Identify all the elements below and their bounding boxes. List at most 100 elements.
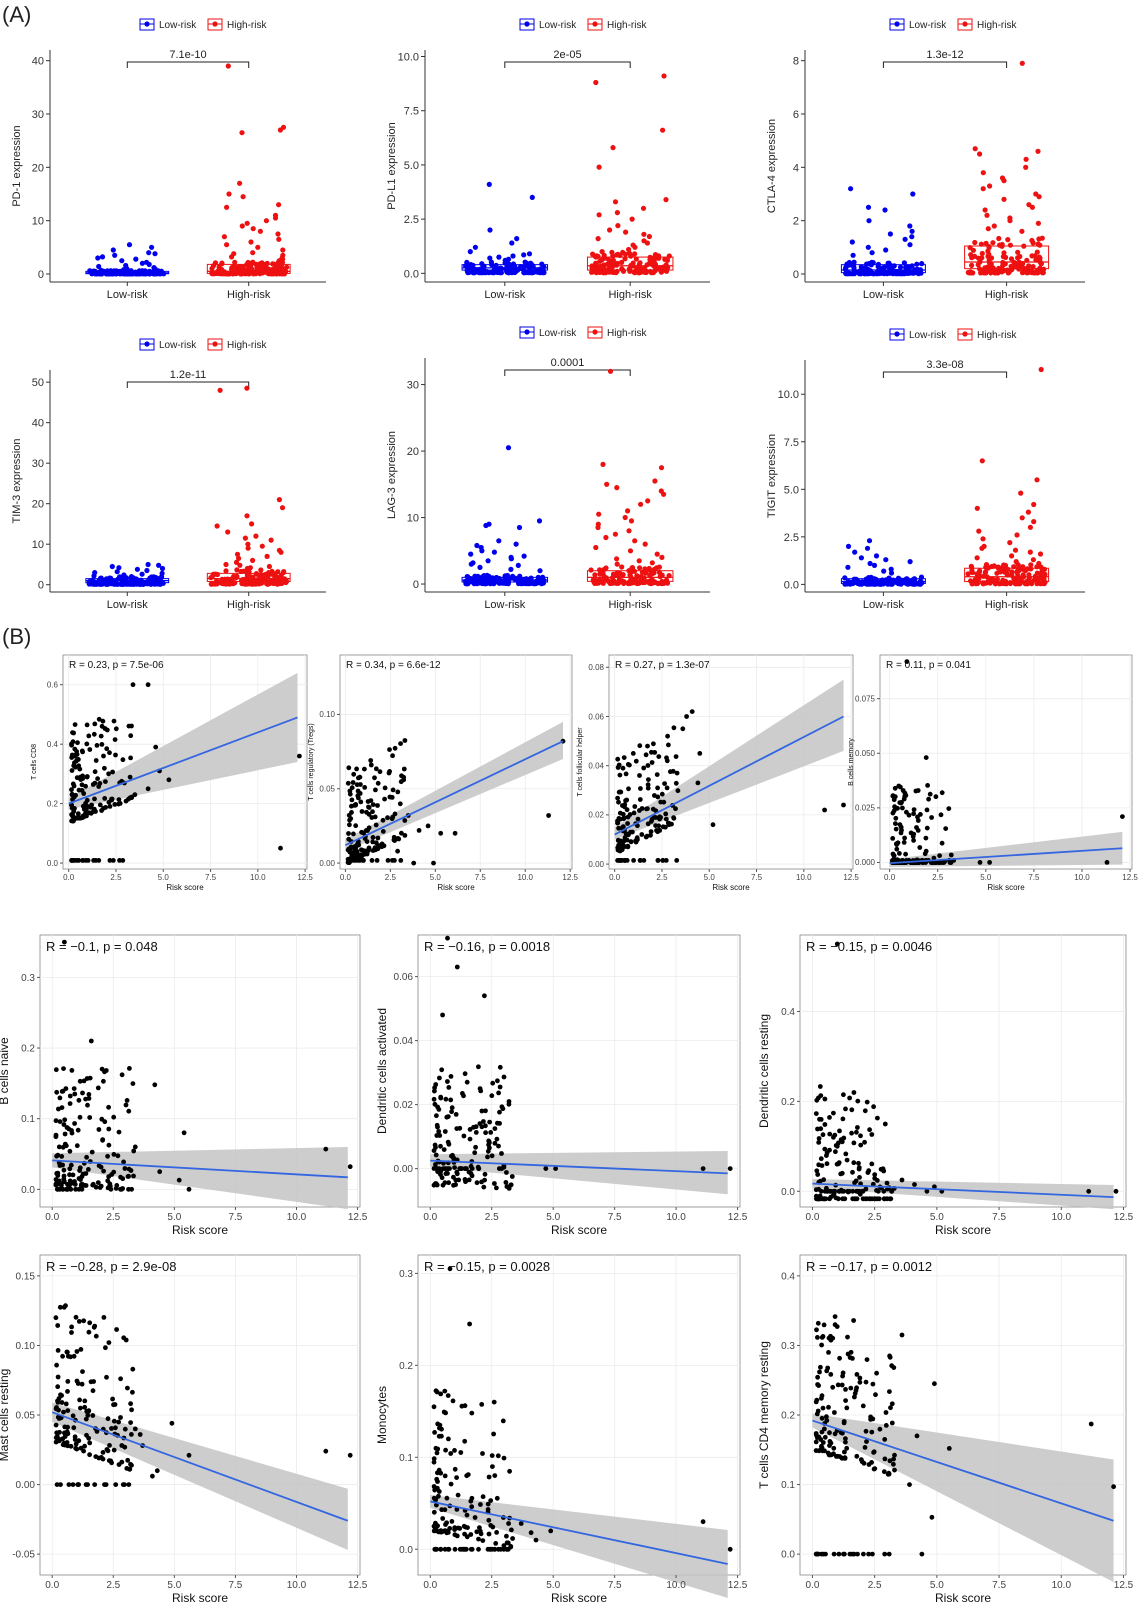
data-point bbox=[78, 1177, 83, 1182]
data-point bbox=[104, 1447, 110, 1452]
data-point bbox=[870, 1416, 876, 1422]
data-point bbox=[655, 794, 661, 800]
x-axis-label: Risk score bbox=[987, 883, 1025, 892]
y-tick-label: 0.10 bbox=[16, 1341, 36, 1352]
data-point bbox=[181, 1130, 187, 1136]
data-point bbox=[497, 1064, 503, 1070]
data-point bbox=[838, 1187, 844, 1193]
data-point bbox=[986, 251, 992, 257]
data-point bbox=[461, 1133, 467, 1139]
data-point bbox=[443, 1410, 448, 1416]
outlier-point bbox=[515, 562, 521, 569]
data-point bbox=[126, 1173, 131, 1179]
data-point bbox=[65, 1379, 71, 1384]
data-point bbox=[123, 1102, 129, 1108]
data-point bbox=[69, 1068, 75, 1073]
y-tick-label: 10 bbox=[407, 513, 419, 525]
data-point bbox=[519, 580, 525, 586]
data-point bbox=[494, 1495, 500, 1501]
outlier-point bbox=[236, 555, 242, 562]
outlier-point bbox=[229, 254, 235, 260]
data-point bbox=[1009, 569, 1015, 575]
outlier-point bbox=[663, 197, 669, 203]
data-point bbox=[814, 1551, 820, 1557]
data-point bbox=[368, 798, 374, 803]
outlier-point bbox=[604, 481, 610, 487]
data-point bbox=[979, 255, 985, 261]
data-point bbox=[815, 1172, 821, 1177]
data-point bbox=[432, 1085, 437, 1091]
outlier-point bbox=[477, 564, 483, 571]
outlier-point bbox=[264, 553, 270, 560]
data-point bbox=[124, 1466, 130, 1471]
data-point bbox=[464, 1473, 470, 1479]
data-point bbox=[53, 1067, 59, 1073]
data-point bbox=[373, 766, 379, 772]
data-point bbox=[853, 1388, 859, 1393]
data-point bbox=[602, 255, 608, 261]
x-tick-label: 12.5 bbox=[348, 1212, 368, 1223]
data-point bbox=[128, 1420, 134, 1425]
outlier-point bbox=[1030, 557, 1036, 563]
data-point bbox=[69, 768, 75, 773]
confidence-band bbox=[614, 679, 844, 840]
data-point bbox=[463, 1179, 468, 1185]
data-point bbox=[906, 265, 913, 271]
data-point bbox=[432, 1546, 438, 1552]
data-point bbox=[601, 270, 607, 276]
data-point bbox=[845, 1189, 851, 1195]
data-point bbox=[82, 1398, 88, 1404]
box-high-risk bbox=[206, 263, 291, 274]
outlier-point bbox=[257, 228, 263, 234]
data-point bbox=[813, 1431, 819, 1436]
boxplot-chart-1: Low-risk High-risk0.02.55.07.510.0Low-ris… bbox=[386, 18, 710, 301]
data-point bbox=[453, 1112, 459, 1117]
data-point bbox=[84, 813, 89, 819]
legend-key-point bbox=[962, 21, 968, 27]
data-point bbox=[539, 261, 545, 267]
outlier-point bbox=[612, 531, 619, 537]
regression-line bbox=[889, 847, 1123, 865]
data-point bbox=[93, 581, 99, 587]
data-point bbox=[56, 1106, 61, 1112]
data-point bbox=[1041, 266, 1047, 272]
x-tick-label: 7.5 bbox=[475, 873, 487, 882]
data-point bbox=[1028, 566, 1034, 572]
outlier-point bbox=[122, 574, 128, 581]
outlier-point bbox=[217, 387, 223, 393]
data-point bbox=[122, 1444, 128, 1450]
outlier-point bbox=[645, 498, 651, 504]
data-point bbox=[53, 1118, 59, 1124]
data-point bbox=[75, 1127, 81, 1133]
data-point bbox=[76, 1319, 82, 1324]
points bbox=[813, 1314, 1116, 1557]
legend-label: Low-risk bbox=[159, 20, 197, 31]
outlier-point bbox=[612, 199, 619, 205]
data-point bbox=[869, 1460, 874, 1465]
outlier-point bbox=[277, 127, 283, 133]
data-point bbox=[654, 772, 660, 777]
data-point bbox=[820, 1405, 826, 1411]
data-point bbox=[924, 1188, 930, 1194]
data-point bbox=[839, 1382, 845, 1388]
outlier-point bbox=[869, 250, 875, 256]
outlier-point bbox=[987, 183, 993, 189]
y-tick-label: 0.15 bbox=[16, 1271, 36, 1282]
data-point bbox=[57, 1119, 63, 1124]
data-point bbox=[153, 744, 159, 750]
data-point bbox=[923, 848, 929, 854]
data-point bbox=[59, 1182, 64, 1188]
data-point bbox=[663, 811, 669, 817]
data-point bbox=[914, 1433, 920, 1439]
outlier-point bbox=[622, 514, 628, 521]
data-point bbox=[968, 252, 974, 258]
data-point bbox=[854, 1453, 860, 1459]
data-point bbox=[1001, 564, 1007, 570]
data-point bbox=[884, 1180, 890, 1186]
data-point bbox=[72, 1121, 77, 1126]
data-point bbox=[660, 268, 666, 274]
data-point bbox=[904, 659, 910, 664]
data-point bbox=[107, 804, 113, 809]
data-point bbox=[972, 239, 978, 246]
data-point bbox=[74, 1378, 80, 1384]
